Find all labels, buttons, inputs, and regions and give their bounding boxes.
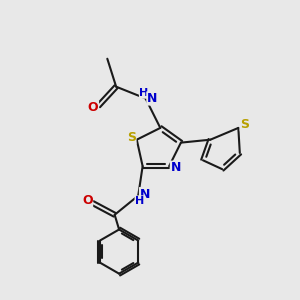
Text: H: H <box>135 196 144 206</box>
Text: S: S <box>240 118 249 131</box>
Text: H: H <box>140 88 149 98</box>
Text: O: O <box>82 194 93 207</box>
Text: N: N <box>140 188 150 201</box>
Text: O: O <box>88 101 98 114</box>
Text: N: N <box>170 161 181 174</box>
Text: S: S <box>127 131 136 144</box>
Text: N: N <box>147 92 157 105</box>
